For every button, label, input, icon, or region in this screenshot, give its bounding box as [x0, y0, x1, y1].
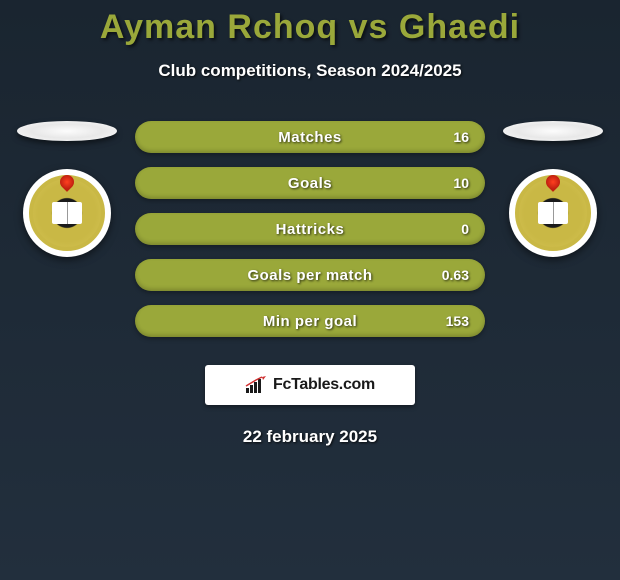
club-badge-inner	[515, 175, 591, 251]
book-icon	[52, 202, 82, 224]
torch-icon	[543, 172, 563, 192]
stat-bar-goals-per-match: Goals per match 0.63	[135, 259, 485, 291]
stat-value-right: 153	[446, 313, 469, 329]
stat-label: Goals per match	[247, 267, 372, 284]
main-container: Ayman Rchoq vs Ghaedi Club competitions,…	[0, 0, 620, 447]
player-right-column	[503, 121, 603, 257]
content-row: Matches 16 Goals 10 Hattricks 0 Goals pe…	[0, 121, 620, 337]
stat-label: Hattricks	[276, 221, 345, 238]
stat-value-right: 10	[453, 175, 469, 191]
torch-icon	[57, 172, 77, 192]
player-left-club-badge	[23, 169, 111, 257]
stat-value-right: 0	[461, 221, 469, 237]
stat-bar-min-per-goal: Min per goal 153	[135, 305, 485, 337]
player-right-avatar-placeholder	[503, 121, 603, 141]
book-icon	[538, 202, 568, 224]
page-subtitle: Club competitions, Season 2024/2025	[0, 61, 620, 81]
stats-column: Matches 16 Goals 10 Hattricks 0 Goals pe…	[135, 121, 485, 337]
stat-label: Goals	[288, 175, 332, 192]
stat-value-right: 0.63	[442, 267, 469, 283]
bar-chart-icon	[245, 376, 267, 394]
brand-badge[interactable]: FcTables.com	[205, 365, 415, 405]
stat-bar-goals: Goals 10	[135, 167, 485, 199]
stat-bar-hattricks: Hattricks 0	[135, 213, 485, 245]
footer-date: 22 february 2025	[0, 427, 620, 447]
brand-text: FcTables.com	[273, 376, 375, 394]
page-title: Ayman Rchoq vs Ghaedi	[0, 8, 620, 47]
stat-label: Matches	[278, 129, 342, 146]
club-badge-inner	[29, 175, 105, 251]
player-left-avatar-placeholder	[17, 121, 117, 141]
player-left-column	[17, 121, 117, 257]
player-right-club-badge	[509, 169, 597, 257]
stat-label: Min per goal	[263, 313, 357, 330]
stat-value-right: 16	[453, 129, 469, 145]
stat-bar-matches: Matches 16	[135, 121, 485, 153]
